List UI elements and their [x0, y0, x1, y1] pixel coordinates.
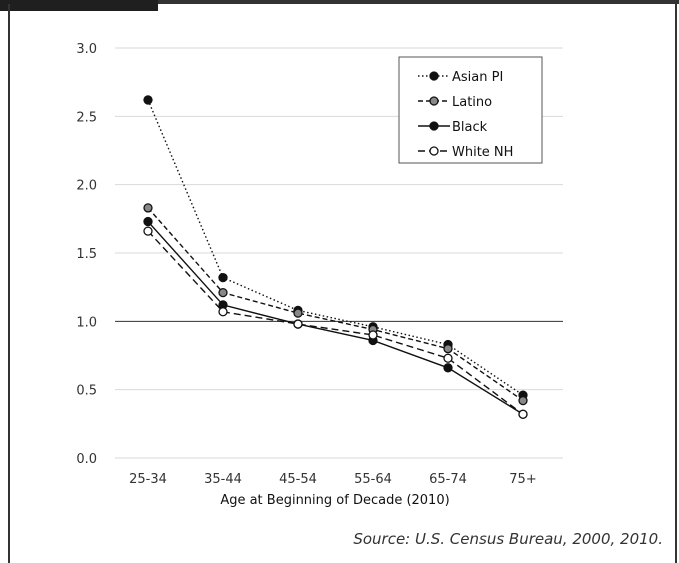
x-tick-label: 55-64	[354, 472, 392, 487]
series-line-latino	[147, 207, 524, 402]
data-point	[218, 287, 228, 298]
series-line-black	[147, 221, 524, 415]
data-point	[143, 216, 153, 227]
data-point	[443, 353, 453, 363]
data-point	[143, 95, 153, 105]
data-point	[218, 307, 228, 317]
x-tick-label: 25-34	[129, 472, 167, 487]
series-line-asian-pi	[147, 99, 524, 396]
data-point	[443, 344, 453, 354]
y-tick-label: 1.5	[76, 247, 97, 262]
x-tick-label: 45-54	[279, 472, 317, 487]
frame-tab	[0, 0, 158, 11]
x-tick-labels: 25-34 35-44 45-54 55-64 65-74 75+	[129, 472, 537, 487]
legend-marker	[429, 96, 439, 106]
legend-label: Asian PI	[452, 70, 503, 85]
data-point	[293, 308, 303, 318]
x-axis-title: Age at Beginning of Decade (2010)	[220, 493, 449, 508]
source-note: Source: U.S. Census Bureau, 2000, 2010.	[353, 530, 663, 548]
series-line-white-nh	[147, 230, 524, 415]
x-tick-label: 75+	[509, 472, 536, 487]
y-tick-labels: 0.0 0.5 1.0 1.5 2.0 2.5 3.0	[76, 42, 97, 467]
frame-left-border	[8, 4, 10, 563]
series-layer	[143, 95, 528, 419]
y-tick-label: 3.0	[76, 42, 97, 57]
y-tick-label: 0.5	[76, 384, 97, 399]
x-tick-label: 65-74	[429, 472, 467, 487]
x-tick-label: 35-44	[204, 472, 242, 487]
legend-marker	[429, 146, 439, 156]
data-point	[218, 272, 228, 283]
legend-label: Latino	[452, 95, 492, 110]
frame-right-border	[675, 4, 677, 563]
frame-top-border	[0, 0, 679, 4]
y-tick-label: 0.0	[76, 452, 97, 467]
data-point	[443, 363, 453, 373]
data-point	[368, 330, 378, 340]
legend-label: White NH	[452, 145, 513, 160]
y-tick-label: 2.5	[76, 110, 97, 125]
legend-box	[398, 56, 543, 164]
data-point	[143, 203, 153, 213]
data-point	[518, 409, 528, 419]
y-tick-label: 1.0	[76, 315, 97, 330]
legend-marker	[429, 121, 439, 131]
data-point	[293, 319, 303, 329]
legend: Asian PI Latino Black White NH	[398, 56, 543, 164]
y-tick-label: 2.0	[76, 179, 97, 194]
legend-label: Black	[452, 120, 488, 135]
data-point	[518, 395, 528, 406]
legend-marker	[429, 71, 439, 81]
data-point	[143, 226, 153, 236]
